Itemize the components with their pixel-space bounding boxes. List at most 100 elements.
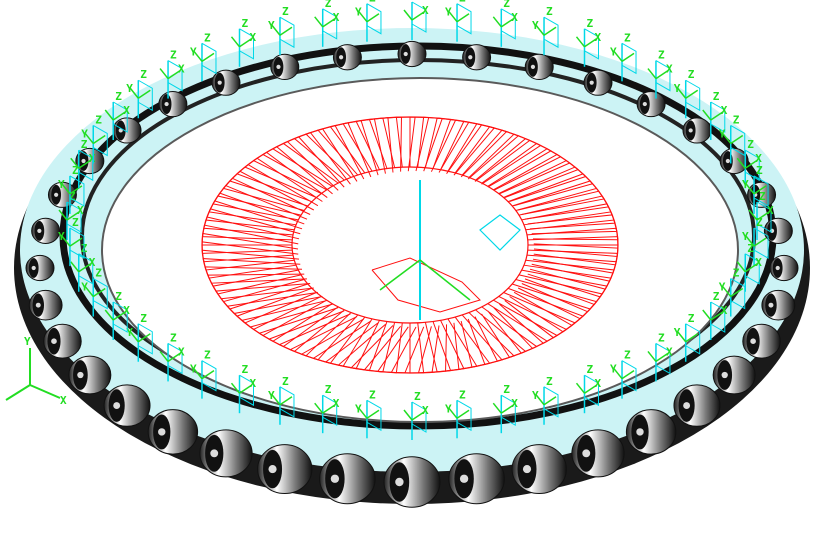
coordinate-frame-marker: ZY [190,31,217,82]
frame-x-label: X [666,345,673,358]
coordinate-frame-marker: ZY [126,68,153,119]
frame-z-label: Z [115,290,122,303]
frame-x-label: X [755,152,762,165]
frame-x-label: X [721,304,728,317]
center-inner-ring [291,166,529,324]
frame-z-label: Z [688,312,695,325]
coordinate-frame-marker: ZX [575,363,602,414]
center-mechanism-wireframe [201,116,619,374]
frame-x-label: X [89,256,96,269]
coordinate-frame-marker: ZY [268,375,295,425]
ring-roller [31,217,61,244]
frame-z-label: Z [756,216,763,229]
frame-x-label: X [755,256,762,269]
coordinate-frame-marker: ZX [736,138,762,189]
frame-y-label: Y [719,281,726,294]
coordinate-frame-marker: ZY [742,164,769,214]
ring-roller [682,117,712,144]
ring-roller [462,44,492,71]
frame-z-label: Z [140,68,147,81]
ring-roller [25,254,55,282]
coordinate-frame-marker: ZX [748,190,774,240]
frame-z-label: Z [459,0,466,5]
frame-x-label: X [511,11,518,24]
coordinate-frame-marker: ZX [159,331,185,382]
frame-y-label: Y [126,82,133,95]
frame-x-label: X [178,345,185,358]
frame-z-label: Z [587,17,594,30]
coordinate-frame-marker: ZY [742,216,769,267]
frame-z-label: Z [72,164,79,177]
ring-roller [158,90,188,118]
frame-z-label: Z [747,138,754,151]
frame-z-label: Z [624,349,631,362]
ring-roller [625,409,677,455]
ring-roller [319,453,376,505]
frame-y-label: Y [742,178,749,191]
frame-z-label: Z [325,0,332,10]
frame-x-label: X [123,304,130,317]
center-hub-wire [371,257,481,313]
frame-x-label: X [333,397,340,410]
coordinate-frame-marker: ZX [104,90,130,140]
frame-y-label: Y [268,19,275,32]
ring-roller [28,289,63,321]
frame-z-label: Z [95,267,102,280]
coordinate-frame-marker: ZX [314,383,340,434]
coordinate-frame-marker: ZY [610,31,637,82]
frame-y-label: Y [674,82,681,95]
ring-roller [199,429,253,478]
frame-x-label: X [250,377,257,390]
frame-z-label: Z [713,90,720,103]
ring-roller [397,40,427,68]
coordinate-frame-marker: ZX [702,290,728,340]
coordinate-frame-marker: ZY [532,375,559,425]
coordinate-frame-marker: ZY [445,0,472,42]
ring-roller [719,147,749,175]
frame-z-label: Z [204,31,211,44]
frame-y-label: Y [532,19,539,32]
frame-z-label: Z [282,5,289,18]
frame-x-label: X [77,204,84,217]
frame-x-label: X [89,152,96,165]
ring-roller [270,53,300,81]
ring-roller [257,444,313,495]
frame-z-label: Z [170,49,177,62]
frame-x-label: X [422,404,429,417]
coordinate-frame-marker: ZX [104,290,130,340]
frame-y-label: Y [355,402,362,415]
frame-z-label: Z [242,363,249,376]
coordinate-frame-marker: ZY [58,164,85,214]
frame-z-label: Z [325,383,332,396]
coordinate-frame-marker: ZX [702,90,728,140]
frame-y-label: Y [190,45,197,58]
frame-z-label: Z [72,216,79,229]
ring-roller [43,323,82,359]
global-axis-y-label: Y [24,335,31,348]
frame-x-label: X [511,397,518,410]
coordinate-frame-marker: ZY [81,113,108,164]
frame-x-label: X [250,31,257,44]
frame-z-label: Z [115,90,122,103]
frame-z-label: Z [587,363,594,376]
frame-z-label: Z [747,242,754,255]
coordinate-frame-marker: ZY [445,388,472,439]
frame-y-label: Y [190,363,197,376]
frame-x-label: X [123,104,130,117]
coordinate-frame-marker: ZX [403,0,429,40]
frame-x-label: X [767,204,774,217]
frame-y-label: Y [674,326,681,339]
coordinate-frame-marker: ZY [674,68,701,119]
frame-z-label: Z [414,0,421,3]
frame-y-label: Y [268,389,275,402]
ring-inner-edge [101,77,739,423]
frame-y-label: Y [81,127,88,140]
coordinate-frame-marker: ZX [159,49,185,99]
coordinate-frame-marker: ZX [314,0,340,47]
xyz-triad-icon: Y X [5,335,67,407]
frame-y-label: Y [610,45,617,58]
frame-x-label: X [721,104,728,117]
coordinate-frame-marker: ZY [190,349,217,399]
